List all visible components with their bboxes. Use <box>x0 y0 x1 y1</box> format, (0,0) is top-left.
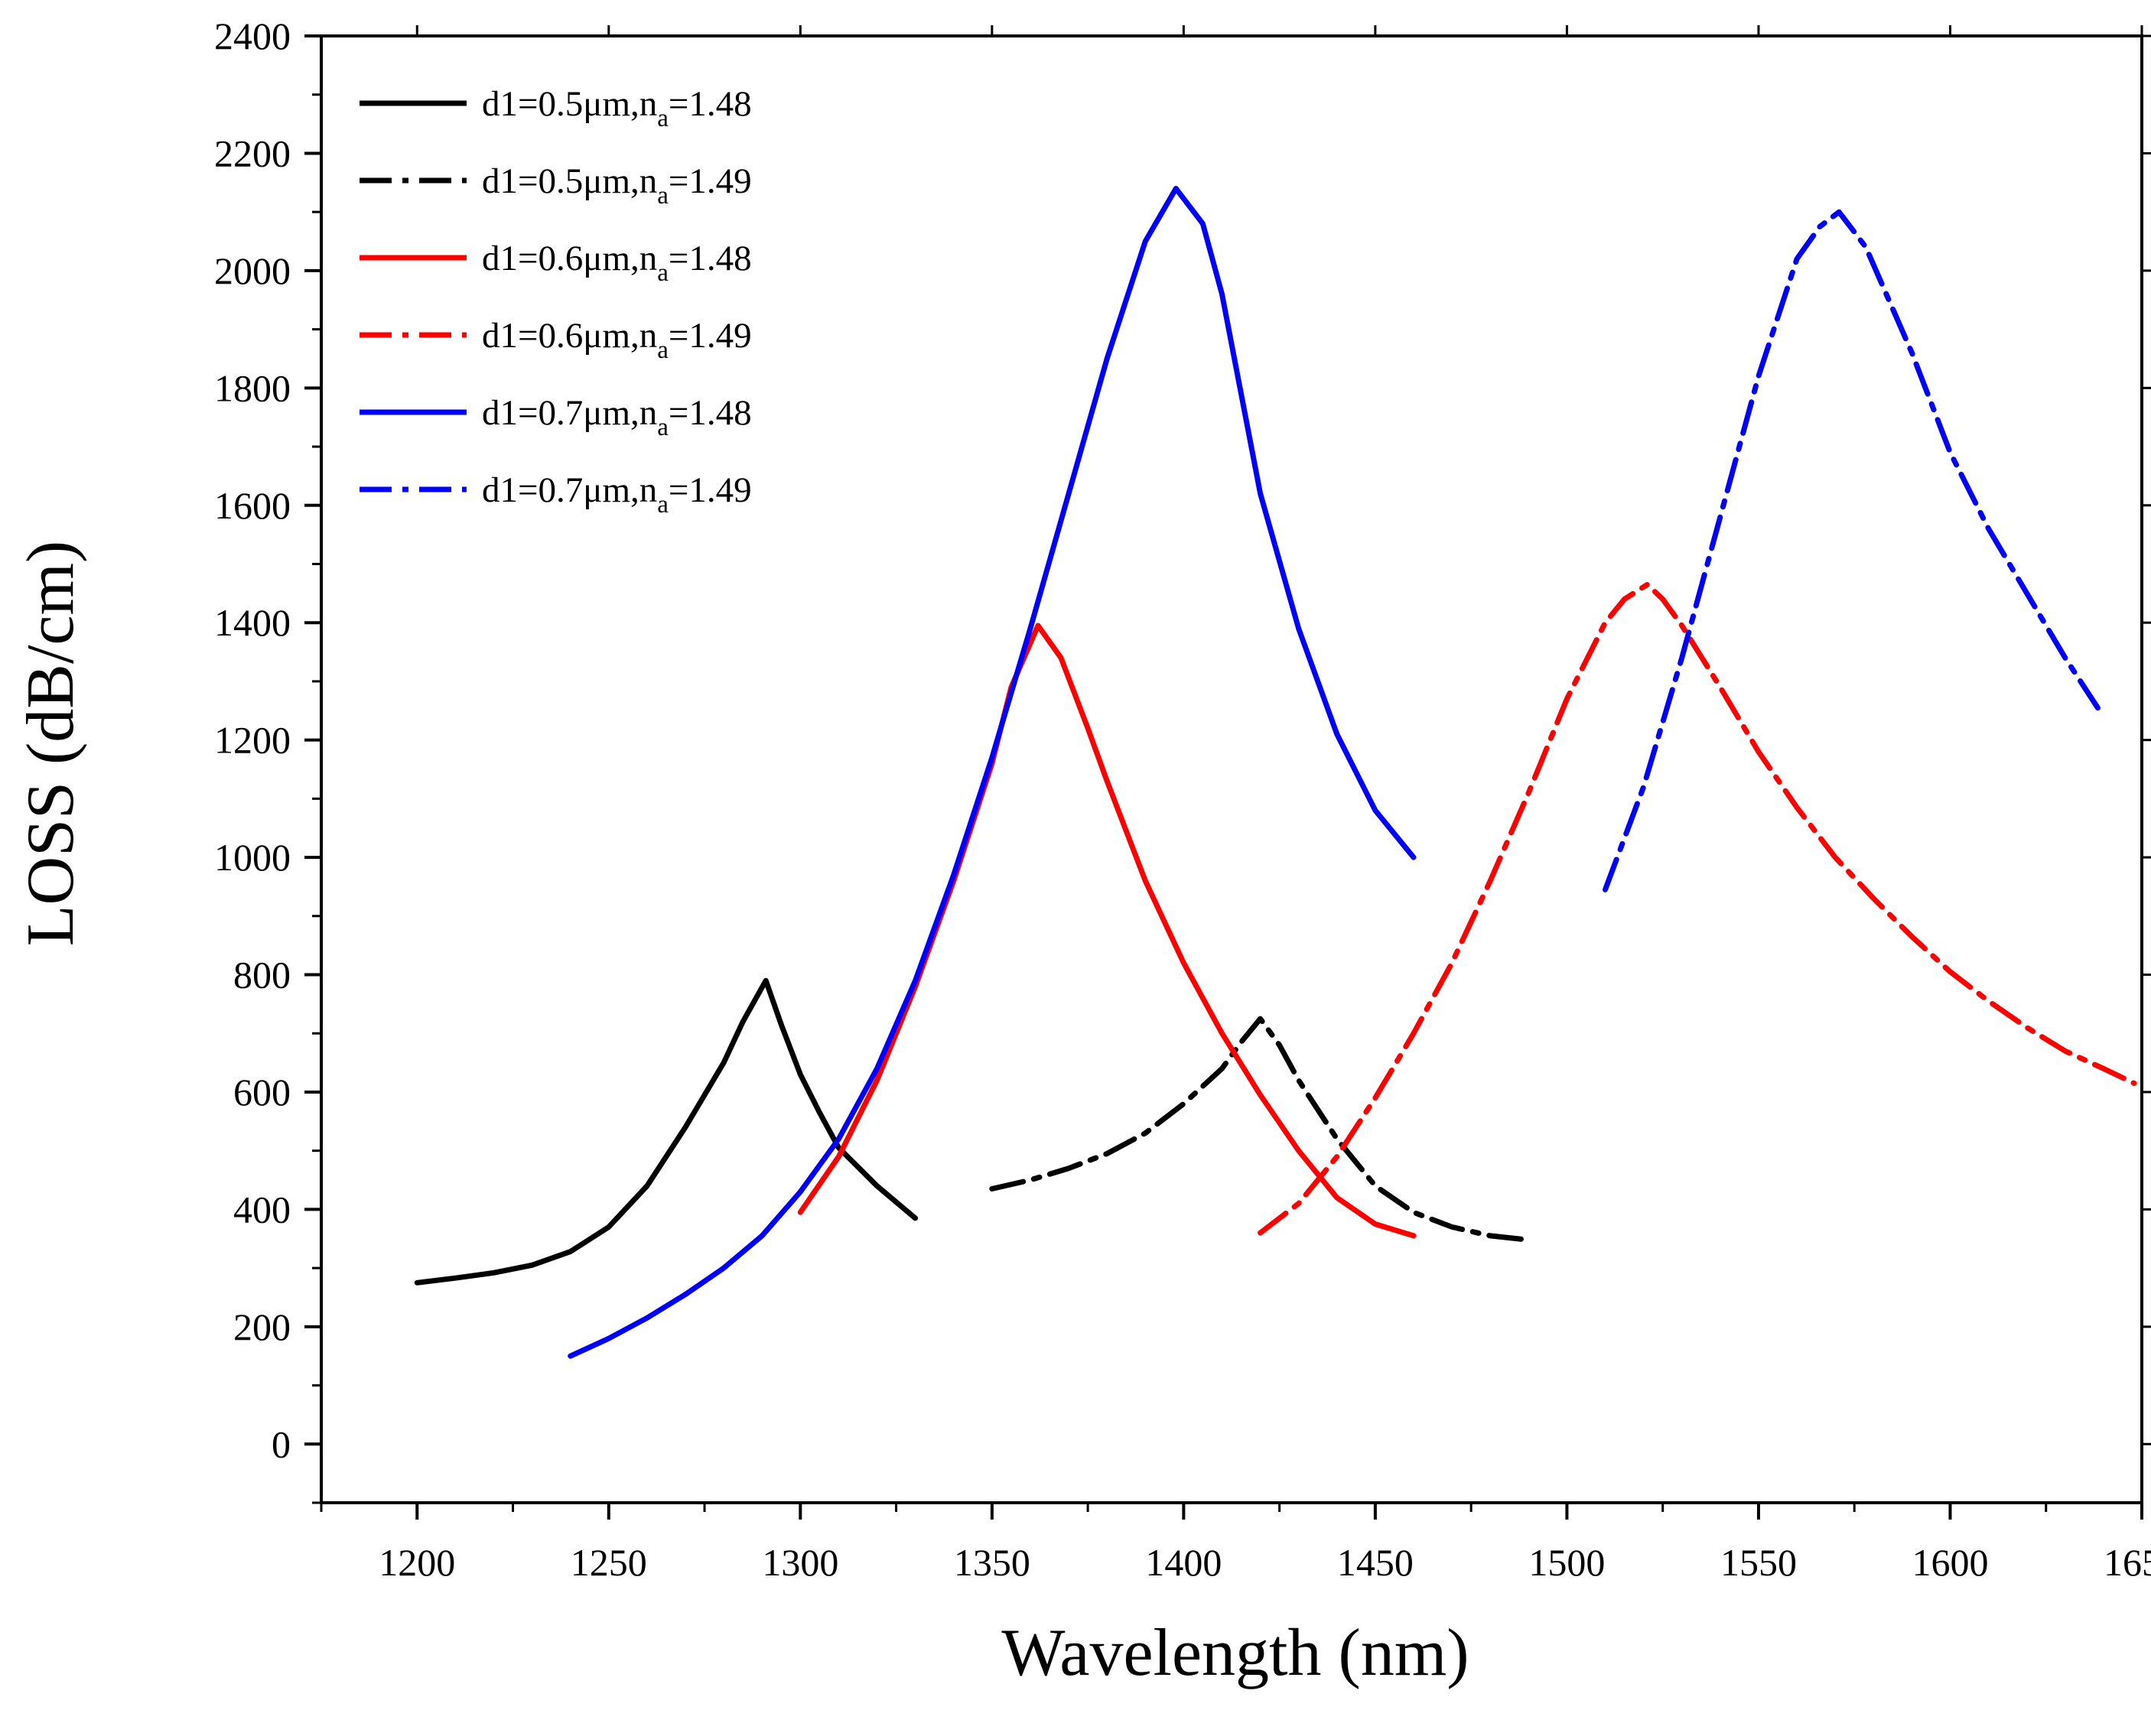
x-tick-label: 1600 <box>1912 1541 1988 1584</box>
legend-label-2: d1=0.5μm,na=1.49 <box>482 161 752 210</box>
y-tick-label: 400 <box>233 1188 291 1230</box>
y-tick-label: 2400 <box>214 15 291 57</box>
series-line-1 <box>414 977 919 1286</box>
y-tick-label: 1200 <box>214 719 291 762</box>
y-tick-label: 800 <box>233 954 291 996</box>
legend: d1=0.5μm,na=1.48 d1=0.5μm,na=1.49 d1=0.6μm… <box>360 84 752 519</box>
axes: 1200 1250 1300 1350 1400 1450 1500 1550 1600 1650… <box>214 15 2151 1584</box>
x-tick-label: 1300 <box>762 1541 838 1584</box>
legend-label-6: d1=0.7μm,na=1.49 <box>482 470 752 519</box>
y-tick-label: 1400 <box>214 601 291 644</box>
series-group <box>414 186 2137 1359</box>
x-tick-label: 1450 <box>1337 1541 1414 1584</box>
legend-label-5: d1=0.7μm,na=1.48 <box>482 393 752 441</box>
legend-label-3: d1=0.6μm,na=1.48 <box>482 239 752 287</box>
legend-label-4: d1=0.6μm,na=1.49 <box>482 316 752 364</box>
y-tick-label: 2200 <box>214 132 291 174</box>
series-line-4 <box>1258 581 2137 1236</box>
x-tick-label: 1500 <box>1528 1541 1605 1584</box>
y-tick-label: 1800 <box>214 366 291 409</box>
series-line-5 <box>568 186 1417 1359</box>
y-tick-label: 0 <box>272 1422 291 1465</box>
x-tick-label: 1200 <box>379 1541 455 1584</box>
plot-frame <box>320 34 2143 1504</box>
y-tick-label: 1000 <box>214 836 291 879</box>
x-axis-title: Wavelength (nm) <box>1001 1616 1469 1690</box>
series-line-6 <box>1603 209 2107 892</box>
x-tick-label: 1550 <box>1720 1541 1797 1584</box>
y-tick-label: 1600 <box>214 484 291 527</box>
series-line-2 <box>989 1016 1531 1243</box>
x-tick-label: 1400 <box>1145 1541 1222 1584</box>
x-tick-label: 1650 <box>2104 1541 2151 1584</box>
x-tick-label: 1350 <box>954 1541 1030 1584</box>
y-tick-label: 2000 <box>214 249 291 292</box>
x-tick-label: 1250 <box>571 1541 647 1584</box>
y-tick-label: 200 <box>233 1305 291 1348</box>
y-axis-title: LOSS (dB/cm) <box>14 541 88 946</box>
legend-label-1: d1=0.5μm,na=1.48 <box>482 84 752 132</box>
y-tick-label: 600 <box>233 1071 291 1113</box>
